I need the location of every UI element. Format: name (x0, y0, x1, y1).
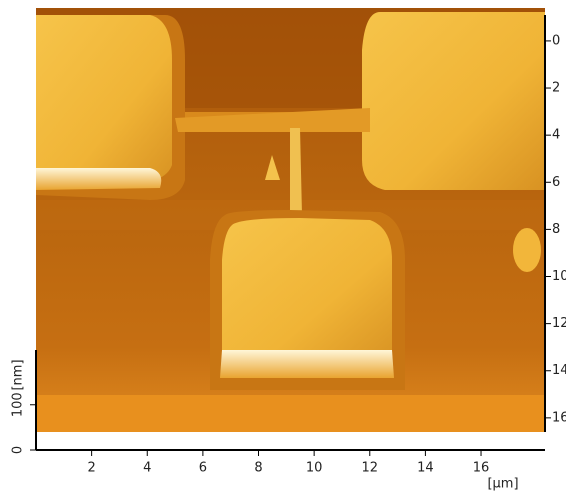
surface-image (36, 8, 545, 432)
x-tick-label: 16 (473, 461, 490, 476)
x-tick-label: 10 (306, 461, 323, 476)
y-tick-label: 16 (552, 410, 566, 425)
y-tick-label: 4 (552, 128, 560, 143)
y-tick-label: 12 (552, 316, 566, 331)
x-tick-label: 2 (87, 461, 95, 476)
y-tick-label: 8 (552, 222, 560, 237)
x-tick-label: 4 (143, 461, 151, 476)
y-tick-label: 6 (552, 175, 560, 190)
y-tick-label: 10 (552, 269, 566, 284)
z-tick-label: 0 (11, 446, 26, 454)
z-axis-label: [nm] (11, 359, 26, 390)
x-tick-label: 6 (199, 461, 207, 476)
x-tick-label: 8 (254, 461, 262, 476)
y-tick-label: 14 (552, 363, 566, 378)
y-tick-label: 2 (552, 81, 560, 96)
x-tick-label: 12 (361, 461, 378, 476)
y-tick-label: 0 (552, 33, 560, 48)
x-axis-label: [μm] (487, 477, 518, 492)
x-tick-label: 14 (417, 461, 434, 476)
afm-chart: [μm] [nm] 2 4 6 8 10 12 14 16 0 2 4 6 8 10 12 14 16 0 100 (0, 0, 566, 494)
z-tick-label: 100 (11, 392, 26, 417)
